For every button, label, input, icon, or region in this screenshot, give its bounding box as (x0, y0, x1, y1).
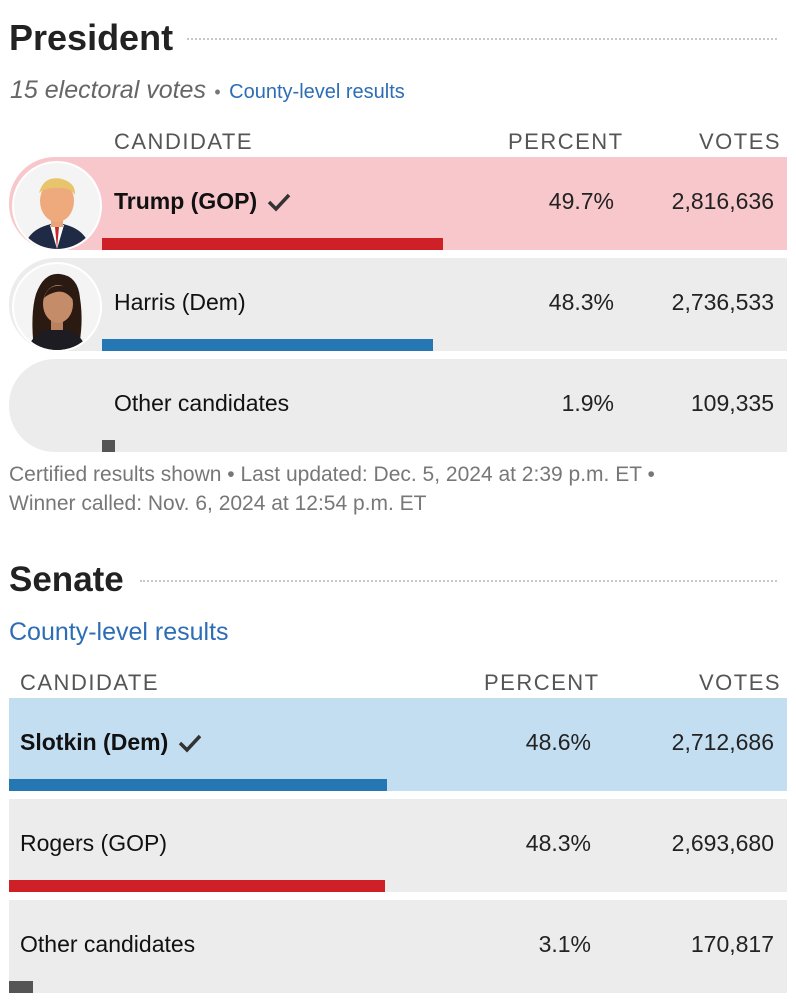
president-title: President (9, 17, 174, 58)
candidate-name: Rogers (GOP) (20, 830, 167, 856)
senate-row-other: Other candidates 3.1% 170,817 (9, 900, 787, 993)
president-subline: 15 electoral votes • County-level result… (10, 76, 405, 105)
title-divider (140, 580, 777, 582)
checkmark-icon (178, 732, 202, 759)
vote-share-bar (9, 779, 387, 791)
candidate-percent: 48.6% (525, 729, 591, 755)
candidate-votes: 2,693,680 (671, 830, 774, 856)
vote-share-bar (102, 238, 443, 250)
footer-updated: Certified results shown • Last updated: … (9, 463, 655, 486)
president-county-link[interactable]: County-level results (229, 81, 405, 103)
vote-share-bar (102, 440, 115, 452)
candidate-name: Other candidates (20, 931, 196, 957)
senate-county-link[interactable]: County-level results (9, 618, 229, 646)
candidate-percent: 48.3% (548, 289, 614, 315)
vote-share-bar (9, 880, 385, 892)
senate-header-candidate: CANDIDATE (20, 670, 159, 695)
candidate-percent: 48.3% (525, 830, 591, 856)
president-header-percent: PERCENT (508, 129, 624, 154)
candidate-name: Other candidates (114, 390, 290, 416)
senate-row-slotkin: Slotkin (Dem) 48.6% 2,712,686 (9, 698, 787, 791)
president-row-harris: Harris (Dem) 48.3% 2,736,533 (9, 258, 787, 351)
senate-row-rogers: Rogers (GOP) 48.3% 2,693,680 (9, 799, 787, 892)
candidate-percent: 1.9% (561, 390, 614, 416)
vote-share-bar (102, 339, 433, 351)
candidate-name: Slotkin (Dem) (20, 729, 202, 759)
candidate-name: Trump (GOP) (114, 188, 291, 218)
candidate-votes: 2,712,686 (671, 729, 774, 755)
separator-dot: • (214, 82, 221, 102)
electoral-votes: 15 electoral votes (10, 76, 206, 104)
president-row-trump: Trump (GOP) 49.7% 2,816,636 (9, 157, 787, 250)
candidate-votes: 2,816,636 (671, 188, 774, 214)
senate-header-percent: PERCENT (484, 670, 600, 695)
vote-share-bar (9, 981, 33, 993)
candidate-percent: 49.7% (548, 188, 614, 214)
candidate-name: Harris (Dem) (114, 289, 246, 315)
title-divider (187, 38, 777, 40)
candidate-photo-harris (12, 262, 102, 351)
candidate-votes: 170,817 (690, 931, 774, 957)
senate-title: Senate (9, 560, 124, 599)
candidate-votes: 109,335 (690, 390, 774, 416)
candidate-photo-trump (12, 161, 102, 250)
results-footer: Certified results shown • Last updated: … (9, 460, 655, 518)
senate-header-votes: VOTES (699, 670, 782, 695)
footer-called: Winner called: Nov. 6, 2024 at 12:54 p.m… (9, 492, 427, 515)
checkmark-icon (267, 191, 291, 218)
president-row-other: Other candidates 1.9% 109,335 (9, 359, 787, 452)
president-header-votes: VOTES (699, 129, 782, 154)
candidate-name-text: Slotkin (Dem) (20, 729, 169, 755)
candidate-votes: 2,736,533 (671, 289, 774, 315)
candidate-percent: 3.1% (538, 931, 591, 957)
candidate-name-text: Trump (GOP) (114, 188, 258, 214)
president-header-candidate: CANDIDATE (114, 129, 253, 154)
